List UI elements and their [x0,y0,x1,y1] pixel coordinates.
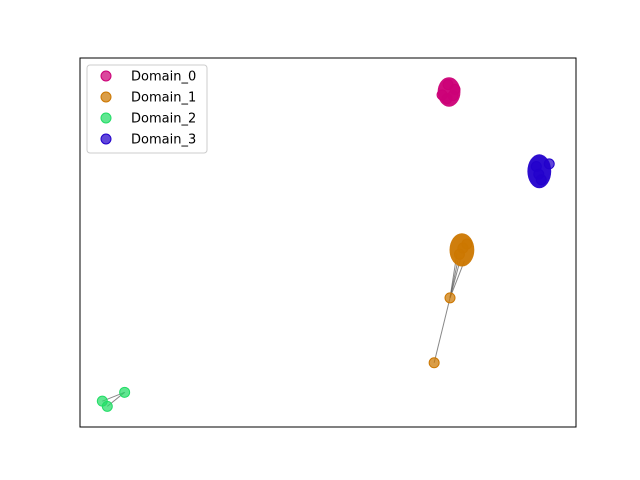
link-line-3 [449,260,465,299]
legend-label-0: Domain_0 [131,70,196,85]
legend-label-2: Domain_2 [131,112,196,127]
point-domain-1-0 [444,292,456,304]
link-line-0 [433,297,451,363]
legend-marker-1 [100,91,112,103]
point-domain-1-3 [453,248,465,260]
axes-frame [79,57,577,428]
point-domain-1-4 [461,238,473,250]
legend-marker-0 [100,70,112,82]
points-layer [96,79,555,412]
legend-label-3: Domain_3 [131,133,196,148]
point-domain-1-1 [428,357,440,369]
point-domain-3-2 [530,160,542,172]
legend-label-1: Domain_1 [131,91,196,106]
legend-marker-2 [100,112,112,124]
plot-area [96,77,555,412]
point-domain-2-2 [101,400,113,412]
point-domain-0-2 [442,79,454,91]
legend: Domain_0 Domain_1 Domain_2 Domain_3 [86,64,208,154]
legend-entries: Domain_0 Domain_1 Domain_2 Domain_3 [100,70,196,148]
point-domain-0-4 [447,90,459,102]
point-domain-2-0 [119,386,131,398]
point-domain-3-3 [535,174,547,186]
point-domain-3-0 [543,158,555,170]
legend-marker-3 [100,133,112,145]
legend-box [86,64,208,154]
